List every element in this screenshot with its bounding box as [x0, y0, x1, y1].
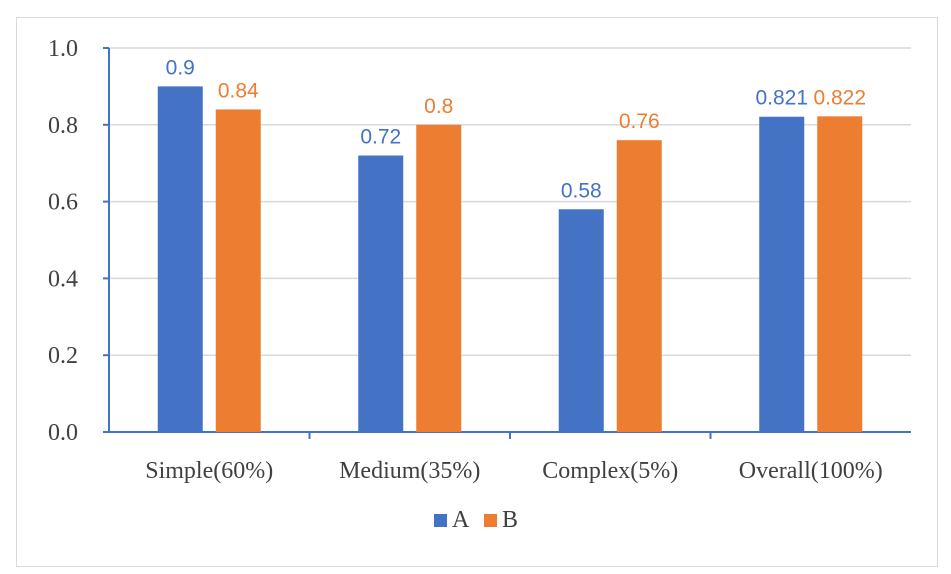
bar-a	[358, 155, 404, 432]
data-label: 0.84	[218, 79, 259, 102]
category-label: Complex(5%)	[542, 458, 678, 484]
y-tick-label: 0.0	[48, 420, 78, 446]
y-tick-label: 0.4	[48, 266, 78, 292]
category-label: Overall(100%)	[739, 458, 883, 484]
bar-b	[616, 140, 662, 432]
legend-label: B	[502, 507, 518, 533]
data-labels: 0.9 0.84 0.72 0.8 0.58 0.76 0.821 0.822	[166, 56, 866, 202]
data-label: 0.821	[755, 87, 808, 110]
bars	[157, 86, 863, 433]
category-label: Medium(35%)	[339, 458, 480, 484]
data-label: 0.822	[813, 86, 866, 109]
data-label: 0.8	[424, 95, 453, 118]
data-label: 0.72	[360, 126, 401, 149]
bar-b	[215, 109, 261, 432]
y-axis-ticks: 0.0 0.2 0.4 0.6 0.8 1.0	[48, 36, 109, 446]
bar-a	[157, 86, 203, 433]
bar-a	[759, 116, 805, 433]
legend-swatch-b	[484, 514, 497, 527]
y-tick-label: 0.2	[48, 343, 78, 369]
y-tick-label: 0.6	[48, 190, 78, 216]
bar-b	[416, 124, 462, 433]
data-label: 0.76	[619, 110, 660, 133]
bar-a	[558, 209, 604, 432]
data-label: 0.58	[561, 179, 602, 202]
y-tick-label: 0.8	[48, 113, 78, 139]
data-label: 0.9	[166, 56, 195, 79]
bar-b	[817, 116, 863, 433]
legend-label: A	[452, 507, 470, 533]
category-labels: Simple(60%) Medium(35%) Complex(5%) Overall…	[145, 458, 882, 484]
category-label: Simple(60%)	[145, 458, 273, 484]
legend-swatch-a	[434, 514, 447, 527]
y-tick-label: 1.0	[48, 36, 78, 62]
